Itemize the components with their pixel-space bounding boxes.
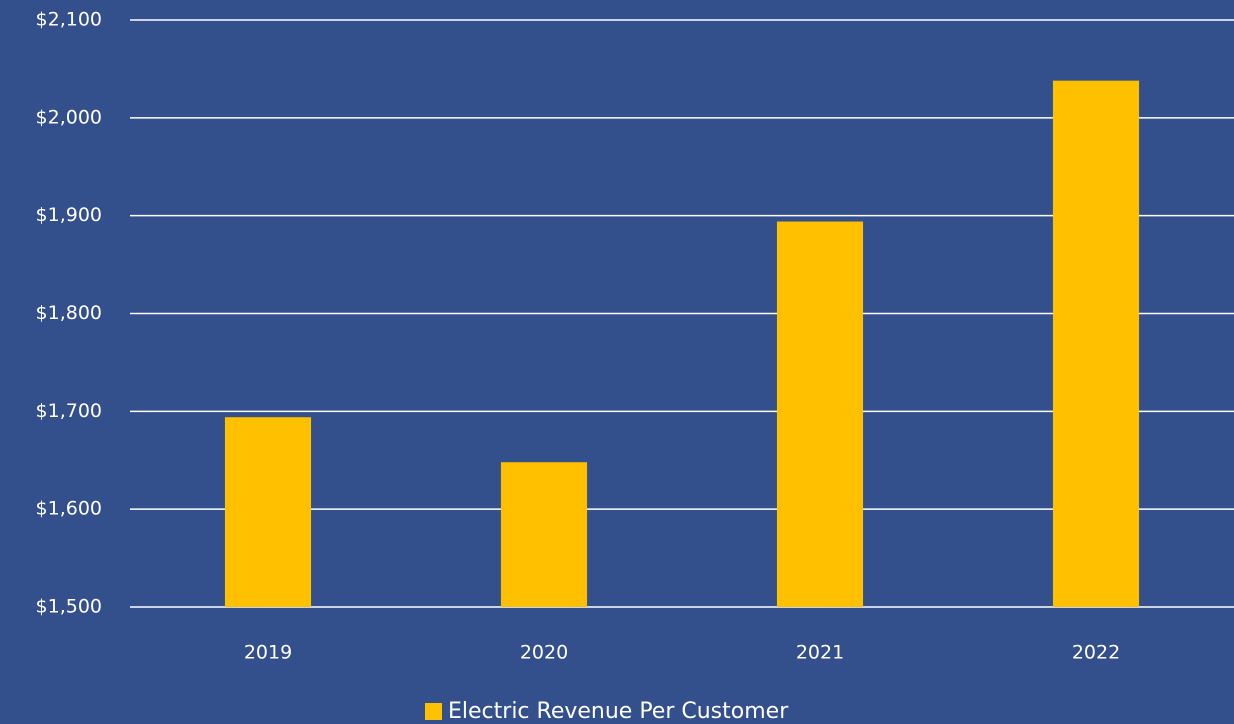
x-tick-label: 2020 <box>520 642 568 664</box>
x-tick-label: 2021 <box>796 642 844 664</box>
y-tick-label: $1,500 <box>36 596 102 618</box>
bar <box>1052 80 1140 607</box>
y-tick-label: $2,000 <box>36 106 102 128</box>
legend-swatch <box>425 703 442 720</box>
y-tick-label: $2,100 <box>36 9 102 31</box>
bar <box>776 221 864 607</box>
x-tick-label: 2019 <box>244 642 292 664</box>
bar <box>224 417 312 607</box>
legend-text: Electric Revenue Per Customer <box>448 699 789 724</box>
y-tick-label: $1,800 <box>36 302 102 324</box>
y-tick-label: $1,600 <box>36 498 102 520</box>
y-tick-label: $1,700 <box>36 400 102 422</box>
bar <box>500 462 588 607</box>
x-tick-label: 2022 <box>1072 642 1120 664</box>
y-tick-label: $1,900 <box>36 204 102 226</box>
